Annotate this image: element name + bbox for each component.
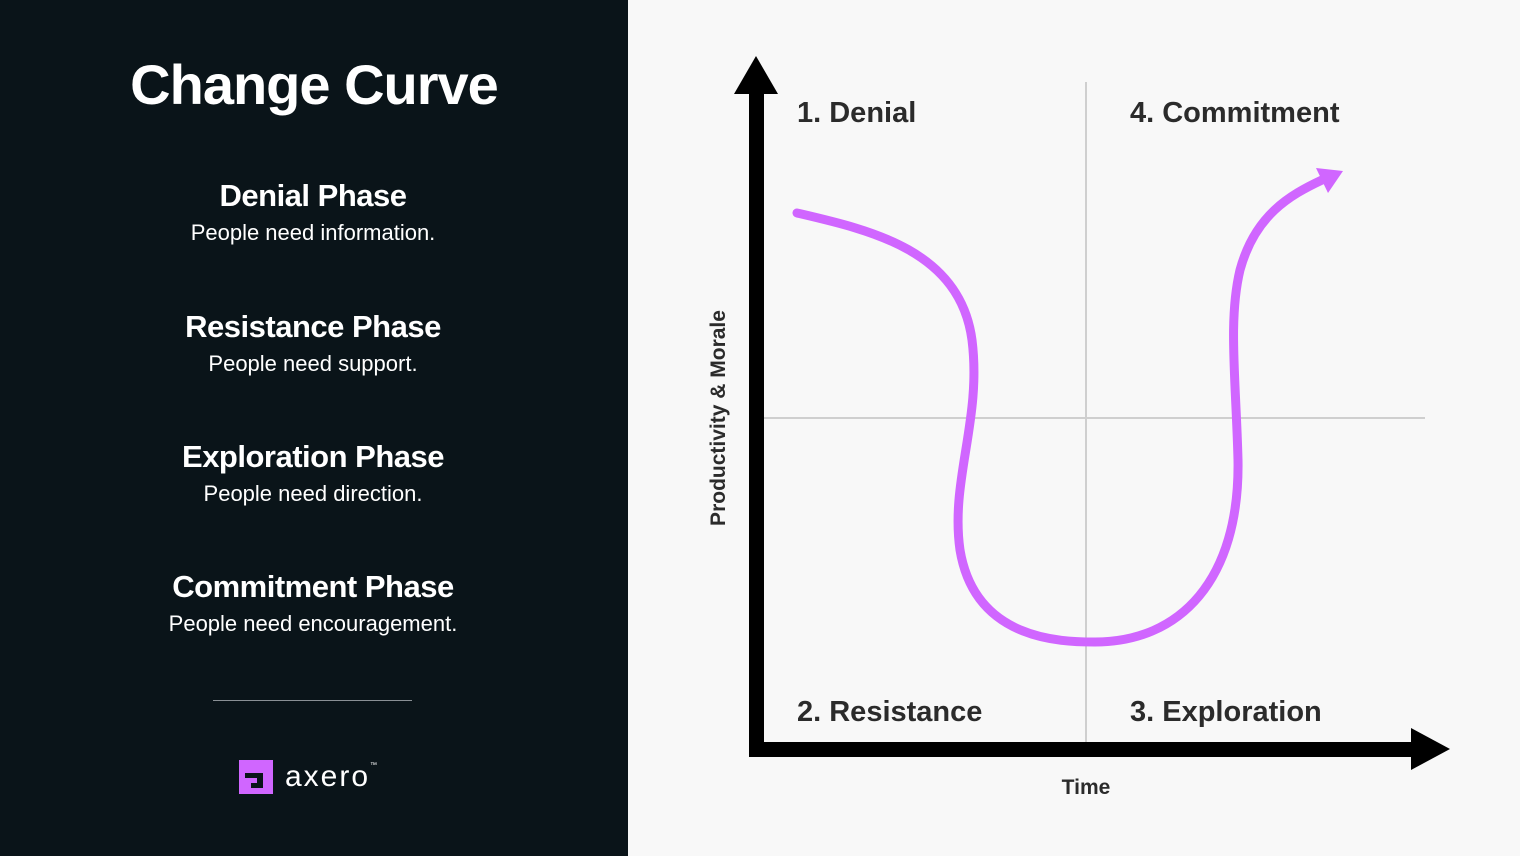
y-axis-arrow — [734, 56, 778, 756]
axero-logo: axero™ — [239, 760, 379, 794]
curve-arrowhead — [1316, 168, 1343, 193]
y-axis-label: Productivity & Morale — [707, 310, 730, 526]
phase-description: People need information. — [190, 220, 436, 245]
phase-resistance: Resistance Phase People need support. — [0, 309, 626, 377]
phase-commitment: Commitment Phase People need encourageme… — [0, 569, 626, 637]
quadrant-label-resistance: 2. Resistance — [797, 696, 982, 728]
phase-title: Denial Phase — [219, 178, 407, 213]
phase-title: Exploration Phase — [182, 439, 444, 474]
quadrant-label-exploration: 3. Exploration — [1130, 696, 1322, 728]
phase-description: People need support. — [208, 351, 418, 376]
phase-title: Commitment Phase — [172, 569, 454, 604]
axero-logo-icon — [239, 760, 273, 794]
change-curve-line — [792, 175, 1327, 647]
change-curve-diagram: 1. Denial 2. Resistance 3. Exploration 4… — [707, 56, 1450, 799]
phase-denial: Denial Phase People need information. — [0, 178, 626, 246]
phase-title: Resistance Phase — [185, 309, 441, 344]
divider — [213, 700, 412, 701]
logo-text: axero™ — [285, 760, 380, 793]
info-panel: Change Curve Denial Phase People need in… — [0, 0, 628, 856]
quadrant-label-denial: 1. Denial — [797, 97, 916, 129]
phase-exploration: Exploration Phase People need direction. — [0, 439, 626, 507]
phase-description: People need direction. — [203, 481, 423, 506]
x-axis-arrow — [749, 728, 1450, 770]
x-axis-label: Time — [1062, 776, 1111, 799]
page-title: Change Curve — [130, 53, 499, 116]
phase-description: People need encouragement. — [168, 611, 458, 636]
quadrant-label-commitment: 4. Commitment — [1130, 97, 1340, 129]
